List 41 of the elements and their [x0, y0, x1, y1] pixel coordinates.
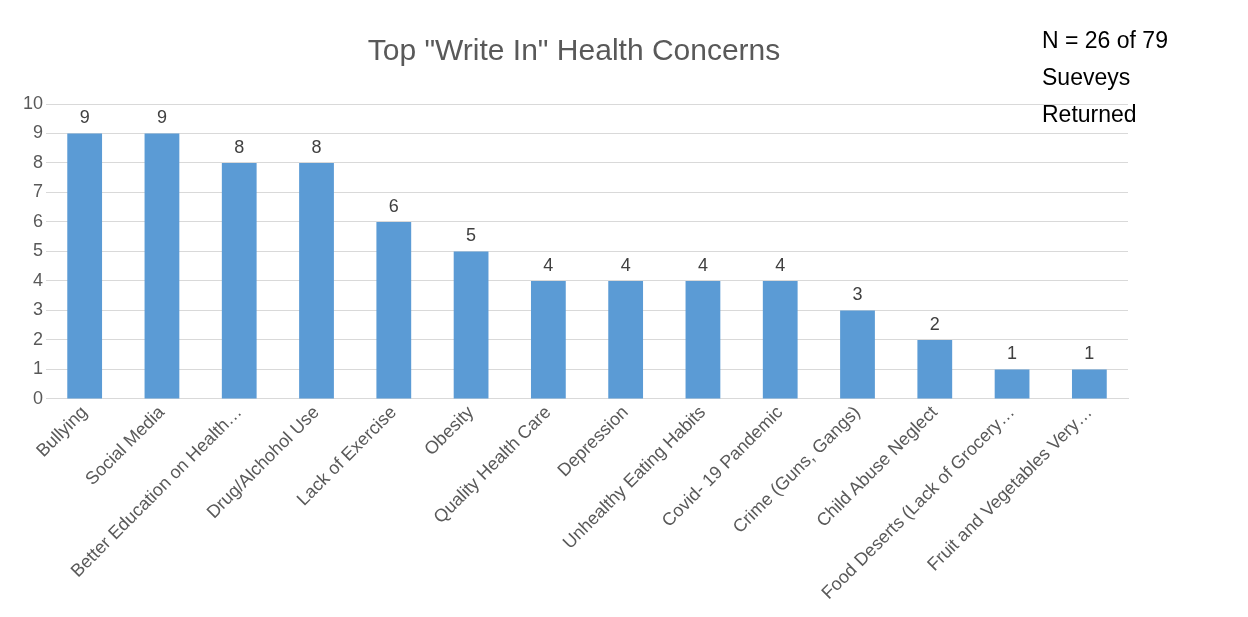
bar: [840, 310, 875, 399]
y-tick-label: 10: [22, 92, 44, 113]
y-tick-label: 2: [33, 328, 44, 349]
bar: [994, 369, 1030, 399]
y-tick-label: 6: [33, 210, 44, 231]
y-tick-label: 5: [33, 240, 44, 261]
data-label: 4: [775, 254, 786, 275]
bar: [685, 280, 721, 399]
data-label: 9: [156, 107, 167, 128]
y-tick-label: 4: [33, 269, 44, 290]
y-tick-label: 3: [33, 299, 44, 320]
bar: [144, 133, 180, 399]
y-tick-label: 0: [33, 387, 44, 408]
data-label: 1: [1007, 343, 1018, 364]
data-label: 4: [543, 254, 554, 275]
annotation: N = 26 of 79 Sueveys Returned: [1042, 26, 1168, 129]
data-label: 8: [234, 136, 245, 157]
bar: [453, 251, 489, 399]
data-label: 2: [929, 313, 940, 334]
y-tick-label: 9: [33, 122, 44, 143]
data-label: 8: [311, 136, 322, 157]
data-label: 4: [697, 254, 708, 275]
bar: [917, 339, 953, 399]
bar: [608, 280, 644, 399]
data-label: 9: [79, 107, 90, 128]
y-tick-label: 1: [33, 358, 44, 379]
bar: [299, 163, 334, 399]
bar: [762, 280, 798, 399]
bar: [67, 133, 103, 399]
data-label: 3: [852, 284, 863, 305]
bar: [1071, 369, 1107, 399]
data-label: 5: [466, 225, 477, 246]
bar: [376, 222, 412, 399]
y-tick-label: 7: [33, 181, 44, 202]
bar: [221, 163, 257, 399]
data-label: 1: [1084, 343, 1095, 364]
y-tick-label: 8: [33, 151, 44, 172]
chart-title: Top "Write In" Health Concerns: [367, 33, 781, 67]
data-label: 6: [388, 195, 399, 216]
bar: [530, 280, 566, 399]
data-label: 4: [620, 254, 631, 275]
